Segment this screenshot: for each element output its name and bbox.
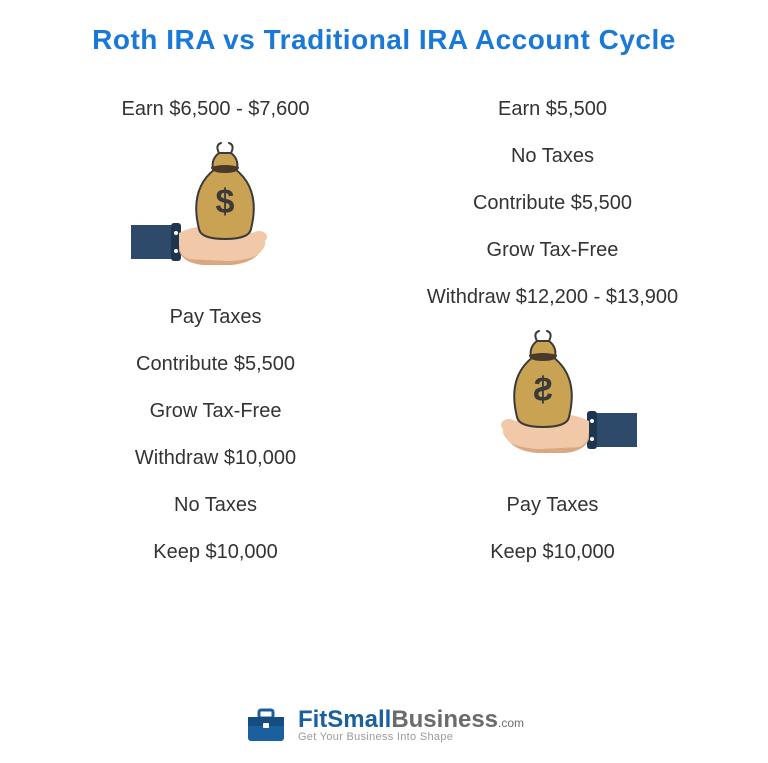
footer-tagline: Get Your Business Into Shape bbox=[298, 732, 524, 744]
footer-text: FitSmallBusiness.com Get Your Business I… bbox=[298, 707, 524, 744]
money-bag-icon: $ bbox=[467, 327, 637, 472]
cycle-step: Pay Taxes bbox=[507, 494, 599, 517]
cycle-step: Grow Tax-Free bbox=[487, 239, 619, 262]
cycle-step: Contribute $5,500 bbox=[136, 353, 295, 376]
cycle-step: Contribute $5,500 bbox=[473, 192, 632, 215]
cycle-step: Pay Taxes bbox=[170, 306, 262, 329]
brand-part-1: FitSmall bbox=[298, 706, 391, 733]
cycle-step: No Taxes bbox=[511, 145, 594, 168]
cycle-step: Keep $10,000 bbox=[153, 541, 278, 564]
cycle-step: Earn $6,500 - $7,600 bbox=[122, 98, 310, 121]
cycle-step: Grow Tax-Free bbox=[150, 400, 282, 423]
brand-part-2: Business bbox=[391, 706, 498, 733]
page-title: Roth IRA vs Traditional IRA Account Cycl… bbox=[0, 0, 768, 56]
footer-brand: FitSmallBusiness.com bbox=[298, 707, 524, 732]
svg-text:$: $ bbox=[215, 183, 234, 221]
cycle-step: Keep $10,000 bbox=[490, 541, 615, 564]
footer-logo: FitSmallBusiness.com Get Your Business I… bbox=[244, 705, 524, 745]
cycle-step: Earn $5,500 bbox=[498, 98, 607, 121]
brand-suffix: .com bbox=[498, 716, 524, 730]
cycle-step: Withdraw $10,000 bbox=[135, 447, 296, 470]
footer: FitSmallBusiness.com Get Your Business I… bbox=[0, 705, 768, 745]
briefcase-icon bbox=[244, 705, 288, 745]
roth-column: Earn $6,500 - $7,600 $ Pay Taxes Contribu… bbox=[60, 86, 371, 576]
svg-text:$: $ bbox=[534, 371, 553, 409]
columns-container: Earn $6,500 - $7,600 $ Pay Taxes Contribu… bbox=[0, 56, 768, 576]
cycle-step: Withdraw $12,200 - $13,900 bbox=[427, 286, 678, 309]
traditional-column: Earn $5,500 No Taxes Contribute $5,500 Grow… bbox=[397, 86, 708, 576]
cycle-step: No Taxes bbox=[174, 494, 257, 517]
money-bag-icon: $ bbox=[131, 139, 301, 284]
